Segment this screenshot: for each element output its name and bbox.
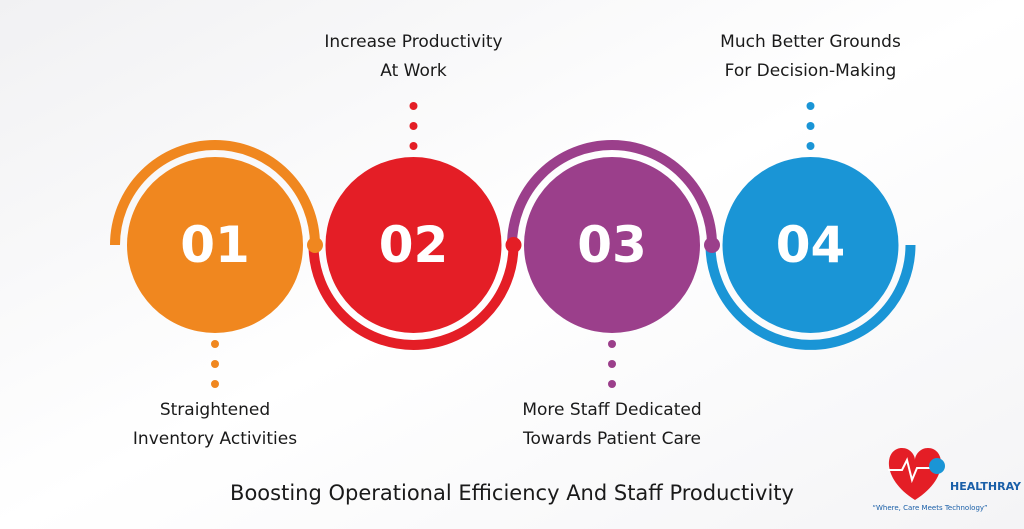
logo-name: HEALTHRAY <box>950 480 1022 493</box>
connector-dot <box>211 380 219 388</box>
connector-dot <box>806 102 815 110</box>
step-label: Inventory Activities <box>133 429 297 449</box>
ring-arc <box>507 140 717 246</box>
ring-arc <box>110 140 320 246</box>
connector-dot <box>806 122 815 130</box>
ring-arc <box>308 244 519 350</box>
step-circle <box>722 157 899 333</box>
step-label: Increase Productivity <box>324 32 502 52</box>
step-label: Towards Patient Care <box>522 429 701 449</box>
connector-dot <box>806 142 815 150</box>
step-number: 02 <box>379 216 449 274</box>
step-number: 01 <box>180 216 250 274</box>
step-circle <box>127 157 303 333</box>
connector-dot <box>608 380 616 388</box>
logo-pulse <box>888 457 930 484</box>
step-label: For Decision-Making <box>725 61 897 81</box>
connector-dot <box>211 340 219 348</box>
step-label: Much Better Grounds <box>720 32 901 52</box>
title: Boosting Operational Efficiency And Staf… <box>230 481 794 505</box>
connector-dot <box>608 360 616 368</box>
joint-dot <box>704 237 720 253</box>
joint-dot <box>307 237 323 253</box>
connector-dot <box>409 102 418 110</box>
connector-dot <box>211 360 219 368</box>
connector-dot <box>608 340 616 348</box>
logo-dot <box>929 458 945 474</box>
step-number: 04 <box>776 216 846 274</box>
step-label: At Work <box>380 61 447 81</box>
step-label: Straightened <box>160 400 270 420</box>
step-circle <box>325 157 502 333</box>
step-label: More Staff Dedicated <box>522 400 701 420</box>
step-number: 03 <box>577 216 647 274</box>
connector-dot <box>409 142 418 150</box>
joint-dot <box>505 237 522 253</box>
connector-dot <box>409 122 418 130</box>
logo-tagline: “Where, Care Meets Technology” <box>872 504 987 512</box>
logo: HEALTHRAY “Where, Care Meets Technology” <box>872 448 1022 512</box>
step-circle <box>524 157 700 333</box>
ring-arc <box>705 244 916 350</box>
steps: 01 Straightened Inventory Activities 02 Incr… <box>110 32 916 449</box>
